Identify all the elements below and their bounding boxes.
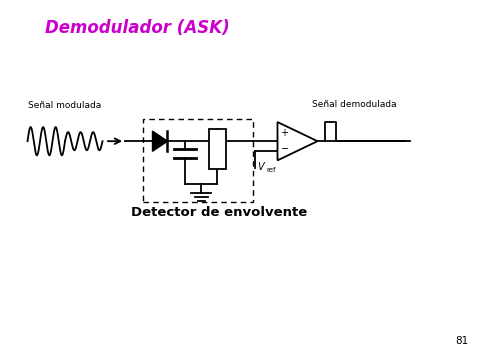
Text: Detector de envolvente: Detector de envolvente	[131, 206, 307, 219]
Text: V: V	[257, 162, 264, 172]
Text: ref: ref	[266, 167, 276, 173]
Text: Señal demodulada: Señal demodulada	[312, 100, 397, 109]
Text: 81: 81	[455, 336, 468, 346]
Polygon shape	[152, 131, 168, 151]
Text: +: +	[280, 128, 288, 138]
Text: Demodulador (ASK): Demodulador (ASK)	[45, 19, 230, 37]
Polygon shape	[278, 122, 318, 160]
Bar	[142, 119, 252, 202]
Text: Señal modulada: Señal modulada	[28, 101, 101, 110]
Text: −: −	[280, 144, 288, 154]
Bar	[210, 128, 226, 169]
